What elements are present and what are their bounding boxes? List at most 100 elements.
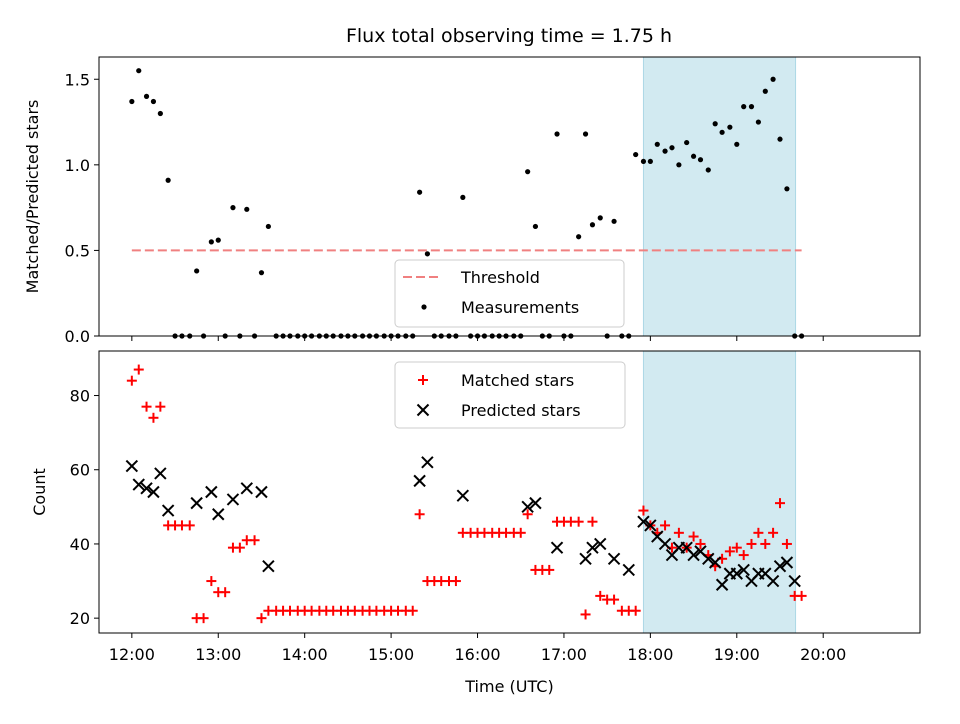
cross-b [687,548,700,562]
matched-point [407,605,418,616]
top-x-ticks [131,336,824,341]
measurement-point [150,98,157,105]
legend-measurements-label: Measurements [461,298,579,317]
cross-b [730,567,743,580]
matched-point [414,509,425,520]
measurement-point [597,215,603,221]
matched-point [796,590,807,601]
predicted-point [421,456,434,469]
x-tick-label: 18:00 [627,645,673,664]
matched-point [638,505,649,516]
cross-b [579,552,592,565]
cross-b [521,500,534,514]
measurement-point [215,237,221,243]
predicted-point [529,496,542,510]
x-tick-label: 16:00 [454,645,500,664]
predicted-point [586,541,599,554]
top-shaded-region [642,56,797,337]
measurement-point [784,186,790,192]
measurement-point [258,270,265,276]
predicted-point [125,459,139,473]
measurement-point [647,158,653,165]
measurement-point [697,157,704,163]
cross-b [226,493,240,506]
predicted-point [255,485,268,499]
matched-point [630,605,641,616]
predicted-point [521,500,534,514]
measurement-point [208,239,214,245]
matched-point [256,613,267,624]
cross-b [140,482,153,495]
cross-b [413,474,426,488]
matched-point [220,587,231,598]
predicted-point [226,493,240,506]
cross-b [622,563,635,577]
measurement-point [640,158,647,165]
predicted-point [658,537,672,551]
matched-point [522,509,533,520]
measurement-point [554,131,560,137]
matched-point [746,538,757,549]
measurement-point [143,93,150,99]
x-tick-label: 19:00 [714,645,760,664]
predicted-point [594,537,607,551]
y-tick-label: 20 [70,609,90,628]
bottom-legend-box [394,361,626,429]
measurement-point [265,223,271,230]
legend-plus-marker [418,375,428,385]
matched-point [126,375,137,386]
predicted-point [240,482,253,495]
x-tick-label: 20:00 [800,645,846,664]
cross-b [550,541,564,554]
matched-point [760,538,771,549]
cross-b [680,541,693,554]
measurement-point [719,129,725,135]
legend-matched-label: Matched stars [461,371,574,390]
predicted-point [212,508,225,521]
cross-b [780,556,794,569]
measurement-point [633,151,639,158]
top-y-ticks: 0.0 0.5 1.0 1.5 [65,70,99,346]
predicted-point [687,548,700,562]
matched-point [587,516,598,527]
cross-b [737,563,750,577]
matched-point [738,550,749,561]
x-tick-label: 12:00 [109,645,155,664]
cross-b [456,489,470,502]
measurement-point [777,136,783,142]
measurement-point [244,206,250,212]
cross-b [607,552,621,565]
bottom-shaded-region [642,350,797,634]
x-tick-label: 15:00 [368,645,414,664]
matched-point [544,564,555,575]
measurement-point [755,119,761,125]
x-tick-label: 17:00 [541,645,587,664]
predicted-point [413,474,426,488]
cross-b [421,456,434,469]
top-y-axis-label: Matched/Predicted stars [23,100,42,294]
bottom-y-axis-label: Count [30,468,49,516]
matched-point [731,542,742,553]
cross-b [240,482,253,495]
cross-b [773,560,787,573]
cross-b [132,478,145,491]
cross-b [154,467,167,480]
predicted-point [456,489,470,502]
predicted-point [637,515,650,528]
predicted-point [773,560,787,573]
bottom-x-ticks: 12:00 13:00 14:00 15:00 16:00 17:00 18:00 19:00… [109,633,846,664]
measurement-point [525,169,531,175]
predicted-point [147,485,160,499]
cross-b [708,556,722,569]
matched-point [249,535,260,546]
measurement-point [734,141,740,147]
predicted-point [622,563,635,577]
matched-point [688,531,699,542]
cross-b [759,567,772,580]
measurement-point [611,218,617,224]
matched-point [450,576,461,587]
matched-point [234,542,245,553]
cross-b [702,552,715,565]
